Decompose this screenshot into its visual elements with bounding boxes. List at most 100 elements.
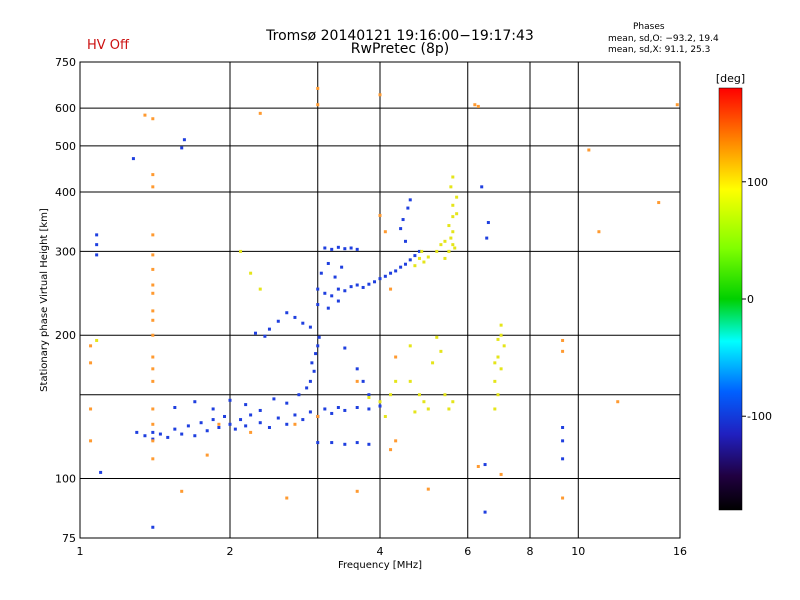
echo-point [323,246,327,250]
echo-point [561,457,565,461]
echo-point [182,138,186,142]
echo-point [173,406,177,410]
echo-point [355,367,359,371]
x-tick-label: 10 [571,545,585,558]
echo-point [233,427,237,431]
echo-point [561,349,565,353]
echo-point [449,236,453,240]
colorbar-tick-label: -100 [747,410,772,423]
echo-point [151,437,155,441]
echo-point [89,344,93,348]
colorbar-ticks: 100 0 -100 [742,176,772,423]
echo-point [180,146,184,150]
echo-point [496,337,500,341]
chart-subtitle: RwPretec (8p) [350,41,450,57]
echo-point [476,104,480,108]
echo-point [383,230,387,234]
echo-point [323,407,327,411]
echo-point [323,291,327,295]
echo-point [217,425,221,429]
plot-grid [79,61,681,539]
echo-point [453,246,457,250]
echo-point [244,424,248,428]
echo-point [166,435,170,439]
echo-point [561,425,565,429]
echo-point [394,439,398,443]
echo-point [439,349,443,353]
echo-point [258,408,262,412]
echo-point [389,448,393,452]
echo-point [272,397,276,401]
echo-point [151,185,155,189]
echo-point [95,233,99,237]
echo-point [312,369,316,373]
echo-point [158,432,162,436]
echo-point [258,287,262,291]
echo-point [330,247,334,251]
echo-point [426,407,430,411]
echo-point [205,453,209,457]
echo-point [403,239,407,243]
echo-point [378,213,382,217]
echo-point [435,249,439,253]
echo-point [151,291,155,295]
colorbar-tick-label: 100 [747,176,768,189]
phases-x-stats: mean, sd,X: 91.1, 25.3 [608,45,711,55]
echo-point [389,287,393,291]
echo-point [483,463,487,467]
echo-point [455,212,459,216]
x-tick-label: 4 [377,545,384,558]
echo-point [131,157,135,161]
echo-point [451,243,455,247]
echo-point [199,421,203,425]
echo-point [99,470,103,474]
y-tick-label: 300 [55,245,76,258]
x-tick-label: 16 [673,545,687,558]
phases-heading: Phases [633,22,665,32]
echo-point [285,496,289,500]
echo-point [211,418,215,422]
echo-point [355,406,359,410]
echo-point [426,255,430,259]
echo-point [253,331,257,335]
echo-point [394,355,398,359]
echo-point [151,267,155,271]
echo-point [143,434,147,438]
echo-point [217,422,221,426]
echo-point [447,224,451,228]
echo-point [343,289,347,293]
echo-point [406,206,410,210]
echo-point [439,243,443,247]
echo-point [205,429,209,433]
echo-point [316,287,320,291]
echo-point [151,173,155,177]
echo-point [616,400,620,404]
echo-point [486,221,490,225]
echo-points [89,86,679,529]
echo-point [473,103,477,107]
x-tick-label: 1 [77,545,84,558]
chart-title: Tromsø 20140121 19:16:00−19:17:43 [266,28,534,44]
echo-point [422,400,426,404]
echo-point [349,285,353,289]
echo-point [499,323,503,327]
echo-point [319,271,323,275]
echo-point [258,421,262,425]
echo-point [151,333,155,337]
y-tick-label: 500 [55,140,76,153]
echo-point [285,422,289,426]
echo-point [151,430,155,434]
echo-point [383,414,387,418]
x-tick-label: 6 [464,545,471,558]
echo-point [326,306,330,310]
echo-point [417,393,421,397]
echo-point [151,525,155,529]
echo-point [408,258,412,262]
echo-point [561,496,565,500]
echo-point [447,249,451,253]
echo-point [443,239,447,243]
echo-point [333,275,337,279]
echo-point [305,386,309,390]
y-axis-label: Stationary phase Virtual Height [km] [39,208,50,392]
echo-point [180,432,184,436]
